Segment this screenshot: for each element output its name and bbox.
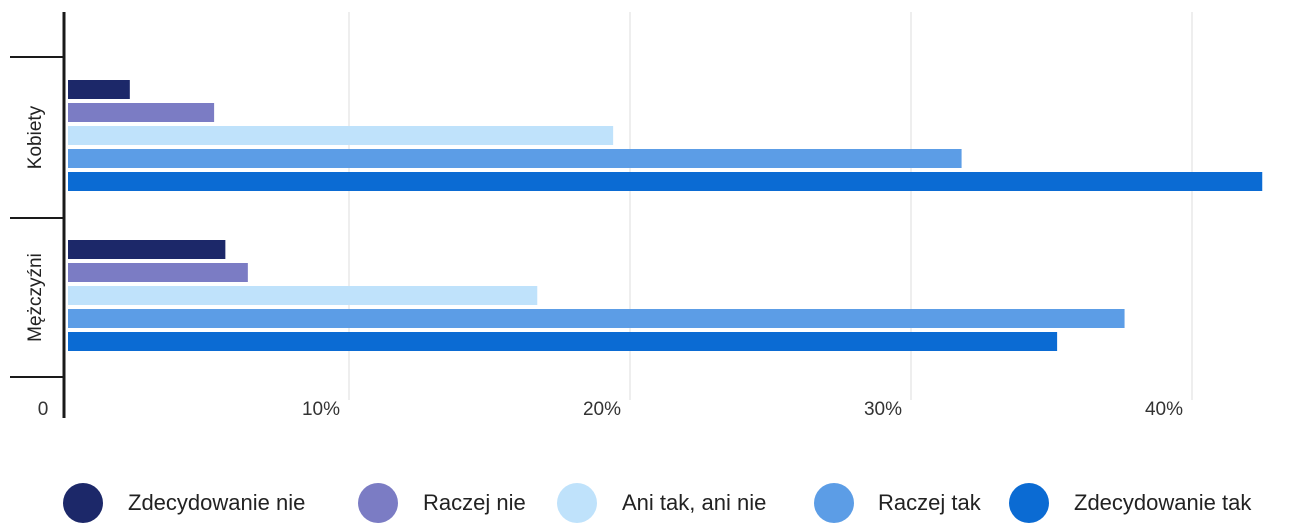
legend-swatch	[63, 483, 103, 523]
x-tick-label: 40%	[1145, 399, 1183, 420]
category-label: Kobiety	[25, 105, 46, 169]
legend-label: Zdecydowanie tak	[1074, 490, 1252, 515]
bar	[68, 263, 248, 282]
bar	[68, 126, 614, 145]
bar	[68, 172, 1263, 191]
x-tick-label: 0	[38, 399, 49, 420]
bar	[68, 80, 130, 99]
bar	[68, 309, 1125, 328]
category-label: Mężczyźni	[25, 253, 46, 342]
bar	[68, 103, 215, 122]
legend-swatch	[358, 483, 398, 523]
x-tick-label: 30%	[864, 399, 902, 420]
legend-label: Raczej tak	[878, 490, 982, 515]
bar	[68, 286, 538, 305]
bar	[68, 332, 1058, 351]
bar	[68, 149, 962, 168]
legend-label: Ani tak, ani nie	[622, 490, 766, 515]
legend-label: Raczej nie	[423, 490, 526, 515]
x-tick-label: 10%	[302, 399, 340, 420]
x-tick-label: 20%	[583, 399, 621, 420]
legend-swatch	[814, 483, 854, 523]
bar	[68, 240, 226, 259]
legend-swatch	[1009, 483, 1049, 523]
legend-label: Zdecydowanie nie	[128, 490, 305, 515]
legend-swatch	[557, 483, 597, 523]
